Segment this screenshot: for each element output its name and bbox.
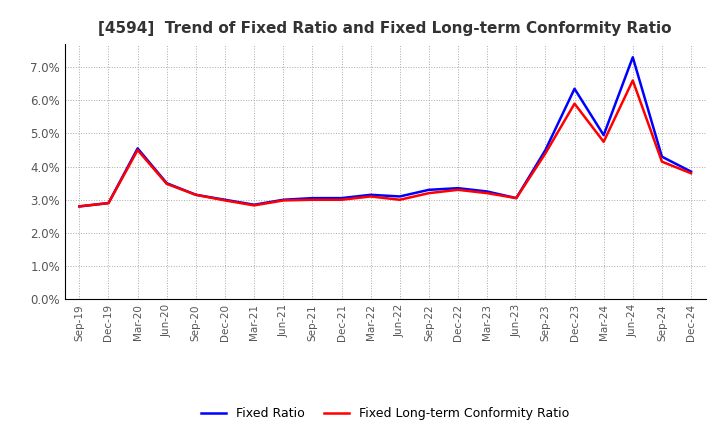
Fixed Ratio [629,55,637,60]
Fixed Long-term Conformity Ratio [657,159,666,164]
Title: [4594]  Trend of Fixed Ratio and Fixed Long-term Conformity Ratio: [4594] Trend of Fixed Ratio and Fixed Lo… [99,21,672,36]
Fixed Long-term Conformity Ratio [308,197,317,202]
Legend: Fixed Ratio, Fixed Long-term Conformity Ratio: Fixed Ratio, Fixed Long-term Conformity … [197,403,574,425]
Line: Fixed Long-term Conformity Ratio: Fixed Long-term Conformity Ratio [79,81,691,206]
Fixed Long-term Conformity Ratio [425,191,433,196]
Fixed Long-term Conformity Ratio [163,181,171,187]
Fixed Ratio [541,147,550,153]
Fixed Long-term Conformity Ratio [250,203,258,208]
Fixed Ratio [337,195,346,201]
Fixed Long-term Conformity Ratio [337,197,346,202]
Fixed Long-term Conformity Ratio [454,187,462,192]
Fixed Ratio [512,195,521,201]
Fixed Ratio [395,194,404,199]
Fixed Ratio [250,202,258,207]
Fixed Long-term Conformity Ratio [104,201,113,206]
Fixed Ratio [570,86,579,92]
Line: Fixed Ratio: Fixed Ratio [79,57,691,206]
Fixed Ratio [425,187,433,192]
Fixed Long-term Conformity Ratio [629,78,637,83]
Fixed Long-term Conformity Ratio [570,101,579,106]
Fixed Ratio [483,189,492,194]
Fixed Ratio [104,201,113,206]
Fixed Ratio [133,146,142,151]
Fixed Ratio [687,169,696,174]
Fixed Ratio [599,132,608,138]
Fixed Long-term Conformity Ratio [220,198,229,203]
Fixed Long-term Conformity Ratio [75,204,84,209]
Fixed Ratio [163,180,171,186]
Fixed Long-term Conformity Ratio [133,147,142,153]
Fixed Long-term Conformity Ratio [395,197,404,202]
Fixed Ratio [366,192,375,198]
Fixed Ratio [308,195,317,201]
Fixed Long-term Conformity Ratio [541,151,550,156]
Fixed Ratio [220,197,229,202]
Fixed Ratio [192,192,200,198]
Fixed Long-term Conformity Ratio [279,198,287,203]
Fixed Ratio [657,154,666,159]
Fixed Long-term Conformity Ratio [366,194,375,199]
Fixed Long-term Conformity Ratio [599,139,608,144]
Fixed Ratio [454,186,462,191]
Fixed Long-term Conformity Ratio [192,192,200,198]
Fixed Ratio [279,197,287,202]
Fixed Ratio [75,204,84,209]
Fixed Long-term Conformity Ratio [687,171,696,176]
Fixed Long-term Conformity Ratio [483,191,492,196]
Fixed Long-term Conformity Ratio [512,195,521,201]
